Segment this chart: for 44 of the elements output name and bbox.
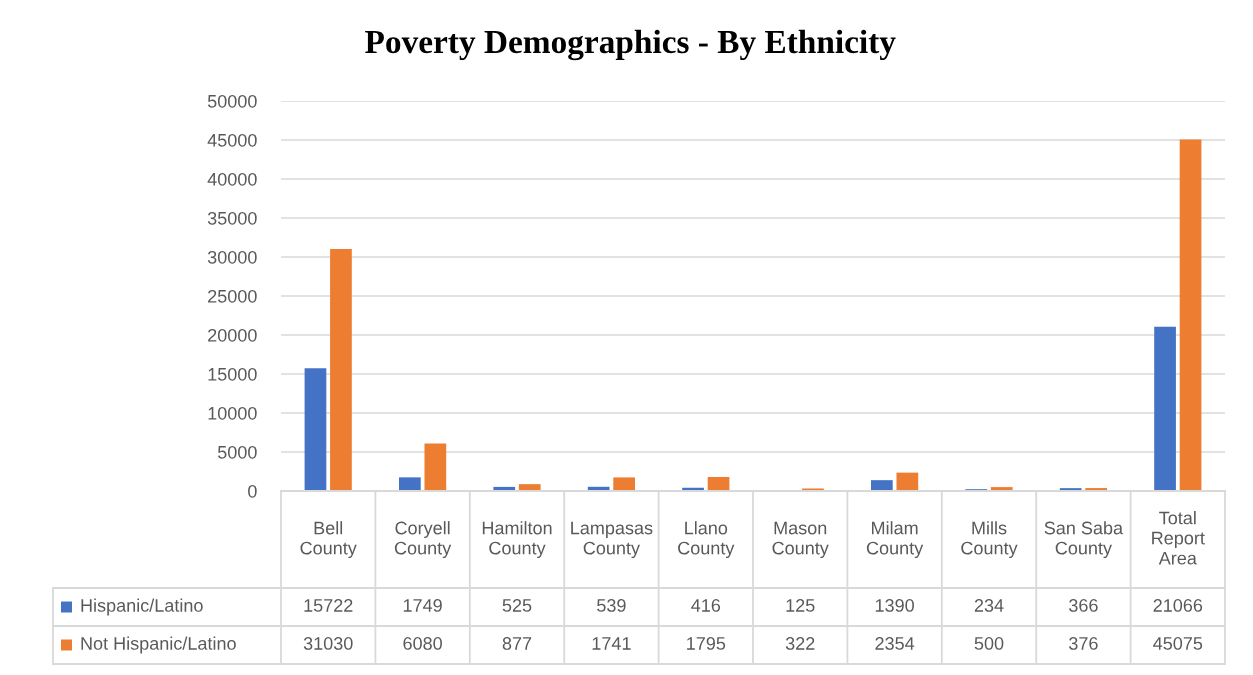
data-label: 416 [691, 599, 721, 612]
data-label: 1741 [592, 637, 631, 650]
legend-label: Not Hispanic/Latino [81, 636, 236, 654]
data-label: 539 [597, 599, 626, 612]
data-label: 500 [974, 637, 1004, 650]
x-tick-label: Total Report Area [1152, 511, 1205, 565]
chart-title: Poverty Demographics - By Ethnicity [365, 29, 896, 61]
x-tick-label: Hamilton County [482, 521, 552, 559]
data-label: 6080 [403, 637, 442, 650]
x-tick-label: Coryell County [394, 521, 452, 559]
data-label: 125 [786, 599, 815, 612]
data-label: 877 [502, 637, 532, 650]
y-tick-label: 50000 [207, 94, 257, 108]
data-label: 234 [974, 599, 1004, 612]
y-tick-label: 30000 [207, 250, 257, 264]
x-tick-label: Mason County [772, 521, 829, 559]
x-tick-label: Mills County [961, 521, 1018, 559]
x-tick-label: San Saba County [1044, 521, 1124, 559]
y-tick-label: 35000 [207, 211, 257, 225]
y-tick-label: 5000 [217, 445, 257, 459]
x-tick-label: Lampasas County [571, 521, 653, 559]
y-tick-label: 0 [248, 484, 257, 498]
data-label: 31030 [303, 637, 353, 650]
y-tick-label: 25000 [208, 289, 257, 303]
data-label: 525 [502, 599, 532, 612]
y-tick-label: 15000 [208, 367, 257, 381]
data-label: 376 [1069, 637, 1098, 650]
data-label: 1390 [875, 599, 914, 612]
data-label: 2354 [875, 637, 915, 650]
data-label: 322 [785, 637, 815, 650]
data-label: 1749 [403, 599, 442, 612]
data-label: 15722 [304, 599, 353, 612]
y-tick-label: 45000 [207, 133, 257, 147]
legend-label: Hispanic/Latino [81, 598, 203, 616]
data-label: 366 [1069, 599, 1098, 612]
y-tick-label: 10000 [208, 406, 257, 420]
x-tick-label: Bell County [300, 521, 357, 559]
data-label: 21066 [1153, 599, 1203, 612]
x-tick-label: Milam County [866, 521, 924, 559]
data-label: 45075 [1153, 637, 1203, 650]
y-tick-label: 20000 [208, 328, 257, 342]
data-label: 1795 [687, 637, 726, 650]
x-tick-label: Llano County [678, 521, 735, 559]
y-tick-label: 40000 [207, 172, 257, 186]
